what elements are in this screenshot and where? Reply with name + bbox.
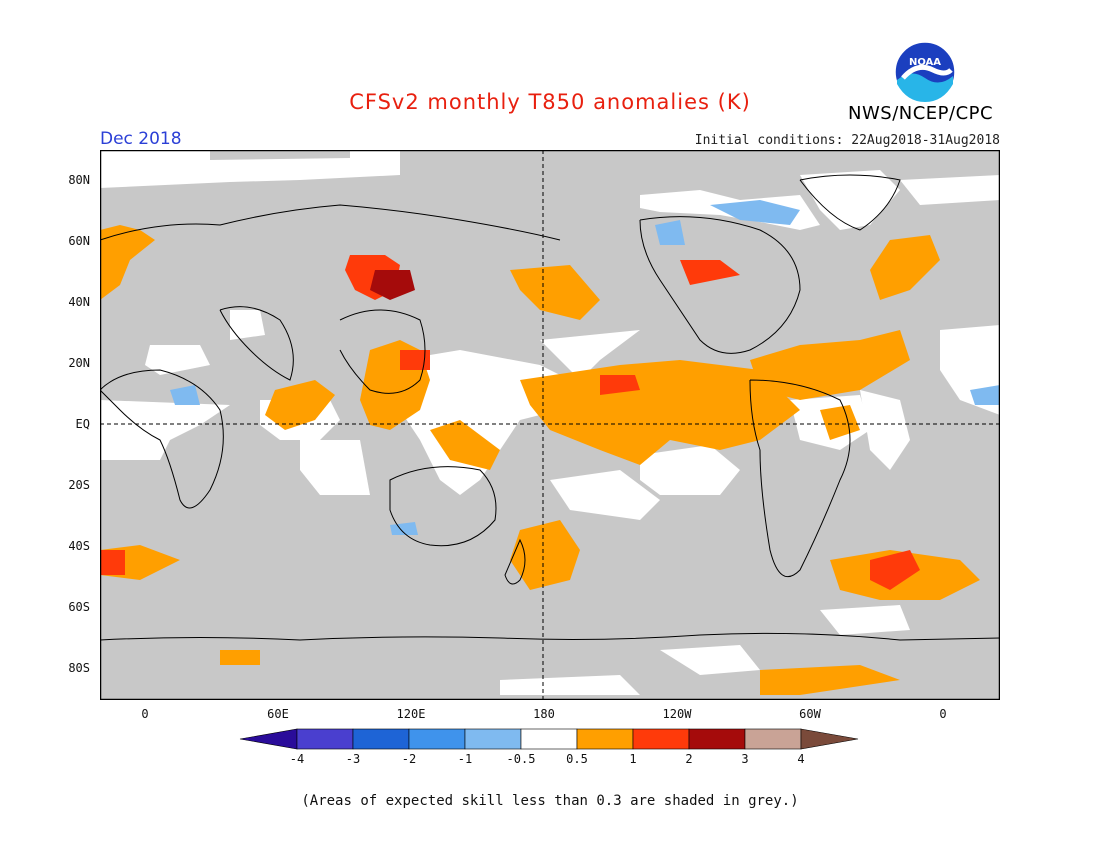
map-frame: [100, 150, 1000, 700]
anomaly-map: [100, 150, 1000, 700]
lat-label-40n: 40N: [68, 295, 90, 309]
colorbar-segment-minus-1-minus-0.5: [464, 728, 522, 750]
neutral-arctic-east: [900, 175, 1000, 205]
forecast-month: Dec 2018: [100, 129, 182, 149]
skill-footnote: (Areas of expected skill less than 0.3 a…: [301, 793, 799, 809]
lon-label-60w: 60W: [799, 707, 821, 721]
warm-scandinavia: [100, 225, 155, 300]
neutral-indian-south: [300, 440, 370, 495]
colorbar-segment-minus-4-minus-3: [296, 728, 354, 750]
strong-warm-south-atlantic-east: [100, 550, 125, 575]
colorbar-label: -0.5: [506, 752, 536, 766]
neutral-greenland: [800, 170, 900, 230]
coast-africa: [100, 369, 224, 509]
colorbar-segment-0.5-1: [576, 728, 634, 750]
strong-warm-canada: [680, 260, 740, 285]
warm-indian-ocean: [265, 380, 335, 430]
strong-warm-south-atlantic: [870, 550, 920, 590]
neutral-south-atlantic-west: [100, 400, 230, 460]
coast-greenland: [799, 174, 901, 231]
cool-anomaly-regions: [170, 200, 1000, 535]
coast-eurasia-north: [100, 204, 561, 241]
cool-atlantic-east: [970, 385, 1000, 405]
coastlines: [100, 174, 1000, 641]
warm-antarctic-peninsula: [760, 665, 900, 695]
strong-warm-central-pacific: [600, 375, 640, 395]
lon-label-120e: 120E: [396, 707, 426, 721]
colorbar-label: 1: [629, 752, 637, 766]
colorbar-label: 4: [797, 752, 805, 766]
lat-label-40s: 40S: [68, 539, 90, 553]
lon-label-60e: 60E: [267, 707, 289, 721]
lat-label-60s: 60S: [68, 600, 90, 614]
coast-arabia-india: [219, 306, 294, 381]
neutral-regions: [100, 150, 1000, 695]
neutral-pacific-north: [540, 330, 640, 380]
coast-south-america: [749, 379, 851, 578]
colorbar-label: 3: [741, 752, 749, 766]
neutral-antarctic-ross: [500, 675, 640, 695]
colorbar-label: -1: [457, 752, 473, 766]
neutral-tasman: [550, 470, 660, 520]
lat-label-80s: 80S: [68, 661, 90, 675]
warm-new-zealand: [510, 520, 580, 590]
warm-tropical-pacific: [520, 360, 800, 465]
warm-indonesia: [430, 420, 500, 470]
coast-australia: [389, 466, 497, 547]
noaa-logo: NOAA: [894, 41, 956, 103]
lon-label-0-east: 0: [939, 707, 947, 721]
coast-new-zealand: [504, 538, 526, 585]
lon-label-0: 0: [141, 707, 149, 721]
colorbar-label: -2: [401, 752, 417, 766]
map-title: CFSv2 monthly T850 anomalies (K): [349, 90, 751, 114]
colorbar-segment-2-3: [688, 728, 746, 750]
warm-north-pacific: [510, 265, 600, 320]
colorbar-segment-3-4: [744, 728, 802, 750]
neutral-sahara: [145, 345, 210, 375]
colorbar-segment-minus-2-minus-1: [408, 728, 466, 750]
warm-caribbean: [750, 330, 910, 400]
very-strong-warm-mongolia: [370, 270, 415, 300]
coast-southeast-asia: [339, 309, 426, 394]
colorbar-label: 0.5: [566, 752, 588, 766]
neutral-brazil-east: [860, 390, 910, 470]
cool-canadian-archipelago: [710, 200, 800, 225]
neutral-south-pacific: [640, 445, 740, 495]
colorbar-label: -3: [345, 752, 361, 766]
cool-africa: [170, 385, 200, 405]
lon-label-180: 180: [533, 707, 555, 721]
noaa-logo-text: NOAA: [909, 57, 941, 68]
colorbar-segment-lt-minus-4: [239, 728, 298, 750]
initial-conditions: Initial conditions: 22Aug2018-31Aug2018: [694, 133, 1000, 148]
coast-antarctica: [100, 632, 1000, 641]
neutral-antarctic-pacific: [660, 645, 760, 675]
colorbar-segment-gt-4: [800, 728, 859, 750]
colorbar-label: 2: [685, 752, 693, 766]
colorbar-segment-1-2: [632, 728, 690, 750]
strong-warm-south-china: [400, 350, 430, 370]
coast-north-america: [639, 216, 801, 354]
colorbar-label: -4: [289, 752, 305, 766]
lat-label-60n: 60N: [68, 234, 90, 248]
colorbar: [239, 728, 859, 750]
lat-label-20s: 20S: [68, 478, 90, 492]
lon-label-120w: 120W: [662, 707, 692, 721]
cool-alaska: [655, 220, 685, 245]
warm-north-atlantic: [870, 235, 940, 300]
neutral-arctic-west: [100, 150, 400, 188]
warm-antarctic-east: [220, 650, 260, 665]
colorbar-segment-neutral: [520, 728, 578, 750]
neutral-antarctic-atlantic: [820, 605, 910, 635]
lat-label-eq: EQ: [75, 417, 90, 431]
neutral-mideast: [230, 310, 265, 340]
organization-label: NWS/NCEP/CPC: [848, 103, 994, 124]
colorbar-segment-minus-3-minus-2: [352, 728, 410, 750]
lat-label-80n: 80N: [68, 173, 90, 187]
lat-label-20n: 20N: [68, 356, 90, 370]
